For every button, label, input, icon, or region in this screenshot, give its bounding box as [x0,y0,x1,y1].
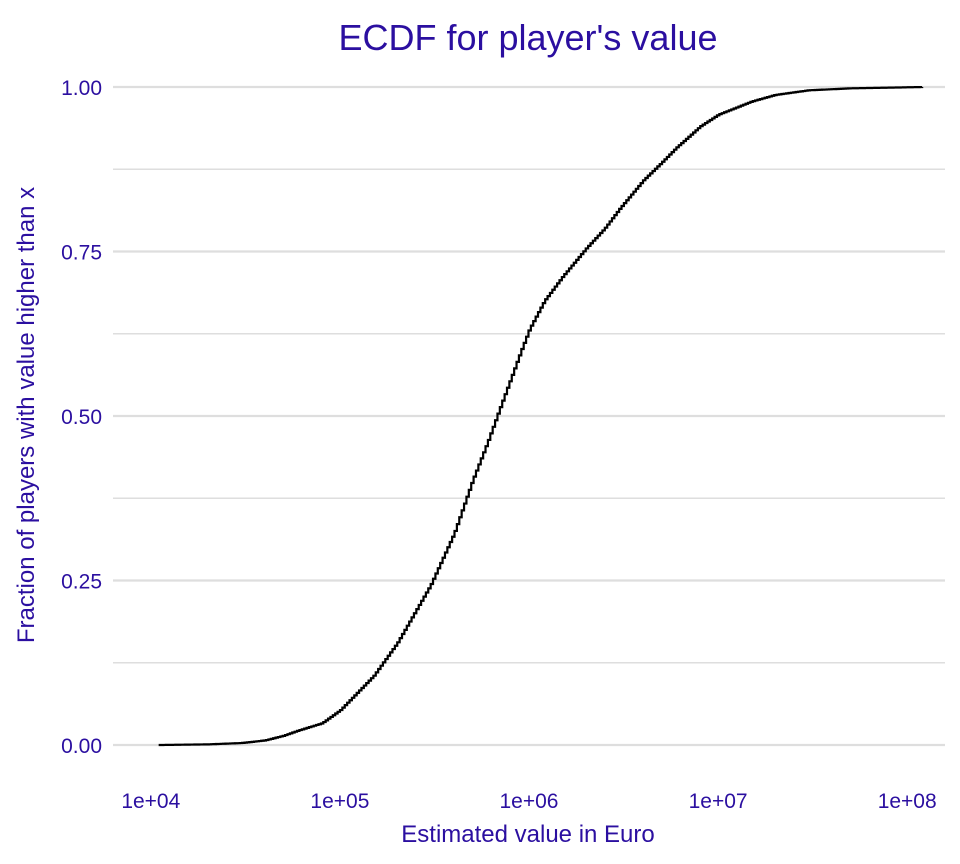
plot-area [158,85,924,747]
y-axis-ticks: 0.00 0.25 0.50 0.75 1.00 [61,77,102,758]
x-tick-label: 1e+04 [121,790,180,813]
x-tick-label: 1e+08 [878,790,937,813]
x-tick-label: 1e+05 [310,790,369,813]
chart-title: ECDF for player's value [338,17,717,58]
x-axis-title: Estimated value in Euro [401,821,654,848]
x-tick-label: 1e+07 [689,790,748,813]
y-tick-label: 0.75 [61,242,102,265]
y-axis-title: Fraction of players with value higher th… [13,187,40,643]
y-tick-label: 1.00 [61,77,102,100]
y-tick-label: 0.00 [61,735,102,758]
y-tick-label: 0.50 [61,406,102,429]
x-tick-label: 1e+06 [500,790,559,813]
ecdf-line [158,85,924,747]
x-axis-ticks: 1e+04 1e+05 1e+06 1e+07 1e+08 [121,790,936,813]
y-tick-label: 0.25 [61,571,102,594]
grid-lines [113,85,945,747]
